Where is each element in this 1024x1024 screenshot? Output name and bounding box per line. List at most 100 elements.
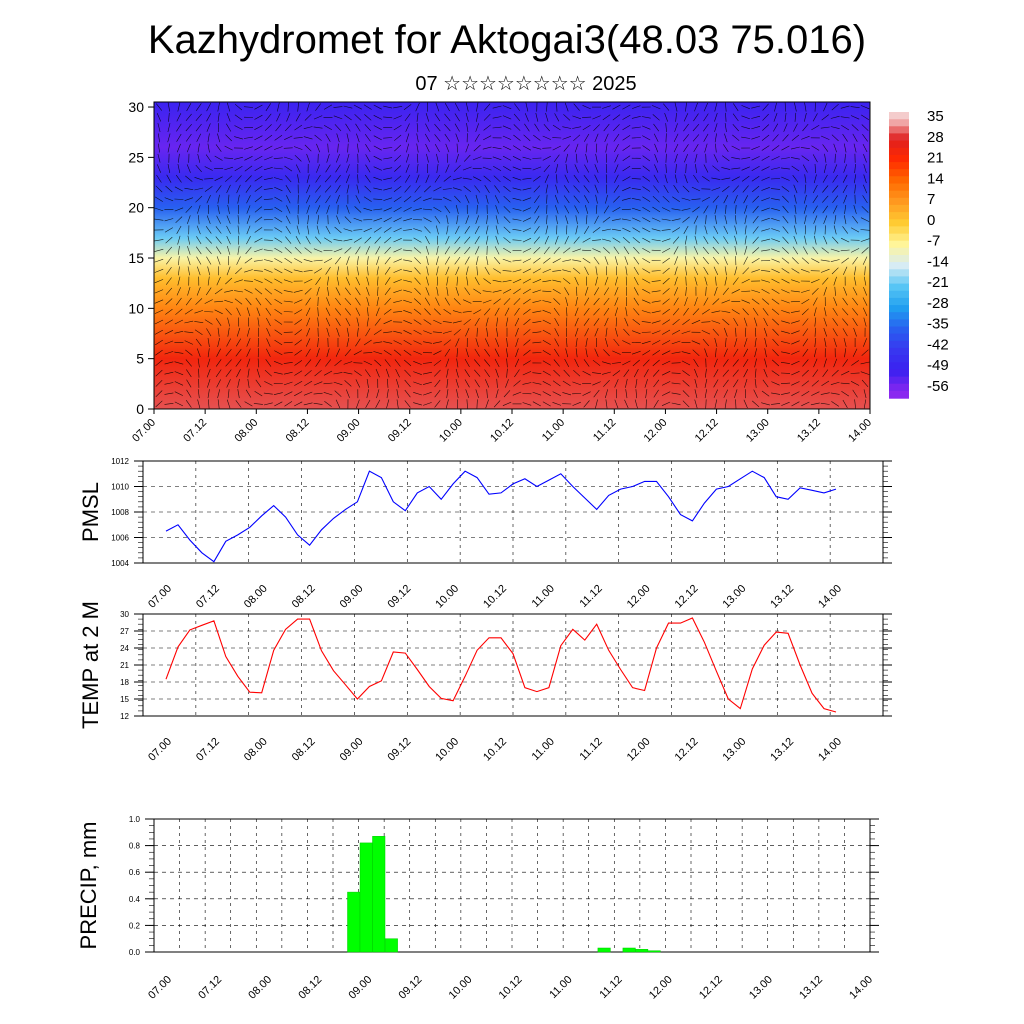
wind-vector — [533, 134, 541, 141]
wind-vector — [771, 156, 780, 161]
wind-vector — [603, 287, 610, 296]
wind-vector — [791, 165, 800, 172]
wind-vector — [762, 113, 769, 121]
wind-vector — [324, 400, 332, 407]
wind-vector — [862, 297, 868, 306]
wind-vector — [475, 246, 480, 255]
wind-vector — [254, 104, 263, 110]
wind-vector — [237, 215, 240, 225]
wind-vector — [662, 247, 671, 253]
wind-vector — [326, 205, 330, 214]
wind-vector — [384, 359, 391, 367]
colorbar-segment — [889, 212, 909, 220]
x-tick-label: 11.12 — [577, 583, 604, 610]
wind-vector — [522, 258, 532, 263]
wind-vector — [622, 114, 631, 120]
panel-frame — [153, 818, 871, 953]
wind-vector — [563, 114, 571, 121]
colorbar-segment — [889, 347, 909, 356]
wind-vector — [522, 145, 532, 151]
wind-vector — [465, 102, 469, 112]
wind-vector — [645, 389, 648, 399]
wind-vector — [236, 256, 241, 265]
wind-vector — [693, 174, 699, 183]
wind-vector — [423, 371, 432, 375]
wind-vector — [593, 389, 600, 398]
wind-vector — [485, 194, 489, 204]
wind-vector — [773, 112, 778, 122]
wind-vector — [852, 287, 858, 296]
wind-vector — [701, 309, 710, 315]
wind-vector — [366, 276, 370, 286]
wind-vector — [673, 246, 679, 255]
wind-vector — [255, 297, 262, 306]
wind-vector — [503, 185, 511, 193]
wind-vector — [315, 195, 321, 204]
wind-vector — [383, 308, 392, 315]
wind-vector — [535, 112, 539, 122]
wind-vector — [801, 289, 810, 293]
y-tick-label: 0.8 — [129, 842, 141, 851]
wind-vector — [522, 371, 532, 376]
wind-vector — [454, 246, 461, 254]
x-tick-label: 09.00 — [346, 974, 374, 1002]
wind-vector — [403, 289, 412, 293]
wind-vector — [206, 123, 211, 132]
wind-vector — [495, 225, 499, 235]
wind-vector — [513, 134, 521, 141]
wind-vector — [454, 236, 461, 244]
wind-vector — [834, 286, 836, 296]
wind-vector — [433, 359, 442, 366]
wind-vector — [167, 123, 171, 133]
wind-vector — [705, 399, 707, 409]
wind-vector — [512, 197, 522, 201]
wind-vector — [316, 286, 320, 296]
colorbar-segment — [889, 319, 909, 328]
wind-vector — [174, 198, 184, 200]
wind-vector — [844, 204, 847, 214]
wind-vector — [317, 317, 319, 327]
wind-vector — [814, 337, 817, 348]
wind-vector — [263, 188, 273, 190]
wind-vector — [652, 206, 661, 213]
wind-vector — [761, 249, 771, 252]
wind-vector — [304, 287, 312, 295]
wind-vector — [363, 360, 373, 366]
wind-vector — [801, 155, 810, 162]
wind-vector — [306, 153, 310, 163]
wind-vector — [365, 164, 371, 173]
wind-vector — [595, 194, 598, 204]
wind-vector — [763, 317, 768, 327]
wind-vector — [373, 329, 382, 335]
wind-vector — [384, 246, 391, 254]
wind-vector — [483, 103, 491, 111]
wind-vector — [413, 228, 422, 232]
wind-vector — [742, 308, 749, 316]
wind-vector — [781, 320, 790, 324]
precip-bar — [597, 947, 611, 953]
wind-vector — [186, 369, 192, 378]
wind-vector — [206, 328, 212, 337]
y-tick-label: 1004 — [111, 559, 129, 568]
wind-vector — [226, 225, 231, 235]
wind-vector — [165, 277, 172, 285]
wind-vector — [283, 290, 293, 293]
wind-vector — [790, 310, 800, 313]
x-tick-label: 08.00 — [242, 736, 270, 764]
wind-vector — [674, 153, 678, 163]
wind-vector — [393, 258, 402, 263]
wind-vector — [187, 286, 191, 296]
wind-vector — [822, 144, 829, 152]
wind-vector — [502, 280, 512, 283]
wind-vector — [781, 247, 789, 254]
y-tick-label: 0.2 — [129, 921, 141, 930]
wind-vector — [175, 216, 183, 224]
wind-vector — [206, 102, 212, 112]
wind-vector — [604, 256, 609, 265]
wind-vector — [187, 215, 191, 224]
wind-vector — [433, 186, 442, 192]
x-tick-label: 09.00 — [338, 583, 366, 611]
wind-vector — [683, 225, 689, 234]
y-tick-label: 15 — [128, 250, 144, 266]
wind-vector — [725, 337, 727, 348]
